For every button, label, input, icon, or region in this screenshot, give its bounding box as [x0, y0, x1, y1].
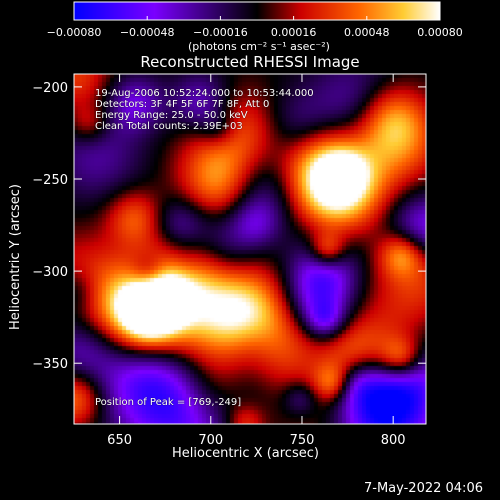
colorbar-tick-label: −0.00080 [47, 26, 102, 39]
y-tick-label: −200 [32, 81, 68, 96]
annotation-time: 19-Aug-2006 10:52:24.000 to 10:53:44.000 [95, 88, 314, 99]
y-tick-label: −350 [32, 357, 68, 372]
footer-timestamp: 7-May-2022 04:06 [364, 481, 483, 496]
annotation-detectors: Detectors: 3F 4F 5F 6F 7F 8F, Att 0 [95, 99, 270, 110]
y-axis-label: Heliocentric Y (arcsec) [8, 184, 23, 330]
colorbar-units: (photons cm⁻² s⁻¹ asec⁻²) [188, 40, 330, 53]
peak-position-label: Position of Peak = [769,-249] [95, 397, 242, 408]
colorbar-tick-label: 0.00080 [417, 26, 463, 39]
y-tick-label: −300 [32, 265, 68, 280]
x-tick-label: 800 [381, 433, 406, 448]
colorbar-tick-label: −0.00016 [193, 26, 248, 39]
colorbar-tick-label: −0.00048 [120, 26, 175, 39]
x-tick-label: 750 [290, 433, 315, 448]
x-axis-label: Heliocentric X (arcsec) [172, 446, 319, 461]
colorbar-gradient [73, 1, 441, 21]
plot-frame [73, 73, 427, 425]
annotation-clean: Clean Total counts: 2.39E+03 [95, 121, 243, 132]
x-tick-label: 700 [198, 433, 223, 448]
colorbar-tick-label: 0.00048 [344, 26, 390, 39]
colorbar-tick-label: 0.00016 [271, 26, 317, 39]
heatmap-image [74, 74, 426, 424]
colorbar: −0.00080 −0.00048 −0.00016 0.00016 0.00048 0.… [47, 1, 463, 39]
x-tick-label: 650 [107, 433, 132, 448]
chart-title: Reconstructed RHESSI Image [140, 53, 360, 71]
y-tick-label: −250 [32, 173, 68, 188]
annotation-energy: Energy Range: 25.0 - 50.0 keV [95, 110, 248, 121]
